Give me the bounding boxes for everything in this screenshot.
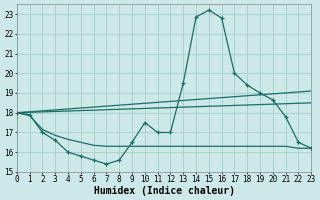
X-axis label: Humidex (Indice chaleur): Humidex (Indice chaleur) — [93, 186, 235, 196]
